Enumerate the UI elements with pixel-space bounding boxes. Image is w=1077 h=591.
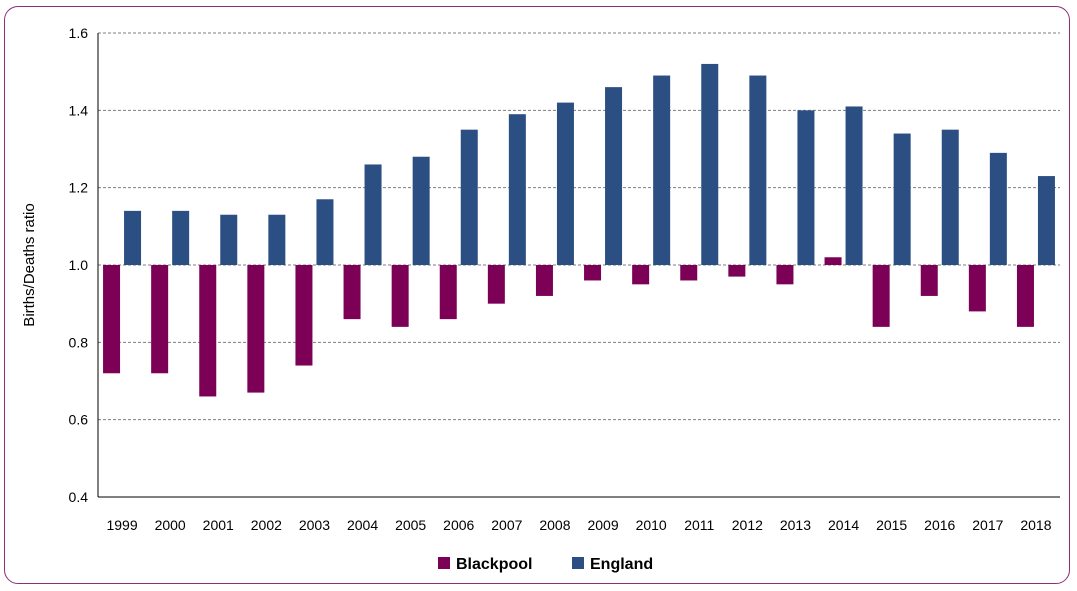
bar-england-2002 [268, 214, 286, 265]
gridlines [98, 32, 1060, 421]
y-tick-label: 1.2 [69, 180, 89, 196]
x-tick-label: 2008 [539, 517, 570, 533]
x-tick-label: 2015 [876, 517, 907, 533]
bar-england-2018 [1037, 176, 1055, 265]
x-tick-label: 2000 [155, 517, 186, 533]
y-axis-label: Births/Deaths ratio [21, 203, 38, 326]
y-tick-label: 0.8 [69, 334, 89, 350]
bar-england-2000 [172, 210, 190, 265]
bar-england-1999 [124, 210, 142, 265]
legend-swatch-england [572, 557, 584, 569]
legend-label-england: England [590, 556, 653, 573]
bar-england-2011 [701, 63, 719, 265]
y-tick-label: 1.4 [69, 102, 89, 118]
bar-blackpool-2007 [487, 265, 505, 304]
y-tick-label: 0.4 [69, 489, 89, 505]
y-tick-label: 1.6 [69, 25, 89, 41]
bar-blackpool-2017 [968, 265, 986, 312]
bar-england-2008 [556, 102, 574, 265]
bar-blackpool-2009 [584, 265, 602, 281]
bar-blackpool-2001 [199, 265, 217, 397]
x-tick-label: 2006 [443, 517, 474, 533]
x-tick-label: 2017 [972, 517, 1003, 533]
bar-england-2001 [220, 214, 238, 265]
x-tick-label: 2014 [828, 517, 859, 533]
bar-blackpool-2002 [247, 265, 265, 393]
bar-england-2003 [316, 199, 334, 265]
bar-england-2004 [364, 164, 382, 265]
bar-blackpool-2010 [632, 265, 650, 285]
bar-england-2014 [845, 106, 863, 265]
bar-blackpool-2014 [824, 257, 842, 265]
bars [103, 63, 1055, 397]
bar-england-2006 [460, 129, 478, 265]
x-tick-label: 2016 [924, 517, 955, 533]
x-tick-label: 2007 [491, 517, 522, 533]
bar-blackpool-2008 [535, 265, 553, 296]
bar-england-2015 [893, 133, 911, 265]
x-tick-label: 2013 [780, 517, 811, 533]
bar-blackpool-2003 [295, 265, 313, 366]
x-tick-label: 2003 [299, 517, 330, 533]
bar-blackpool-2015 [872, 265, 890, 327]
x-tick-label: 2001 [203, 517, 234, 533]
bar-england-2010 [653, 75, 671, 266]
bar-england-2016 [941, 129, 959, 265]
y-axis-ticks: 0.4 0.6 0.8 1.0 1.2 1.4 1.6 [69, 25, 89, 505]
bar-england-2013 [797, 110, 815, 265]
bar-blackpool-2011 [680, 265, 698, 281]
bar-blackpool-2000 [151, 265, 169, 374]
bar-england-2005 [412, 156, 430, 265]
x-tick-label: 1999 [106, 517, 137, 533]
bar-blackpool-2016 [920, 265, 938, 296]
y-tick-label: 1.0 [69, 257, 89, 273]
legend-label-blackpool: Blackpool [456, 556, 532, 573]
bar-blackpool-2012 [728, 265, 746, 277]
x-tick-label: 2018 [1020, 517, 1051, 533]
bar-england-2009 [605, 87, 623, 265]
x-tick-label: 2010 [636, 517, 667, 533]
bar-blackpool-2006 [439, 265, 457, 320]
bar-england-2017 [989, 152, 1007, 265]
x-tick-label: 2005 [395, 517, 426, 533]
bar-blackpool-2004 [343, 265, 361, 320]
x-tick-label: 2011 [684, 517, 714, 533]
x-tick-label: 2002 [251, 517, 282, 533]
x-tick-label: 2009 [587, 517, 618, 533]
bar-england-2007 [508, 114, 526, 265]
bar-england-2012 [749, 75, 767, 266]
legend-swatch-blackpool [438, 557, 450, 569]
bar-blackpool-2005 [391, 265, 409, 327]
x-axis-ticks: 1999 2000 2001 2002 2003 2004 2005 2006 2007 2008… [106, 517, 1051, 533]
y-tick-label: 0.6 [69, 412, 89, 428]
bar-blackpool-2013 [776, 265, 794, 285]
x-tick-label: 2004 [347, 517, 378, 533]
legend: Blackpool England [438, 556, 653, 573]
x-tick-label: 2012 [732, 517, 763, 533]
bar-blackpool-1999 [103, 265, 121, 374]
bar-blackpool-2018 [1016, 265, 1034, 327]
